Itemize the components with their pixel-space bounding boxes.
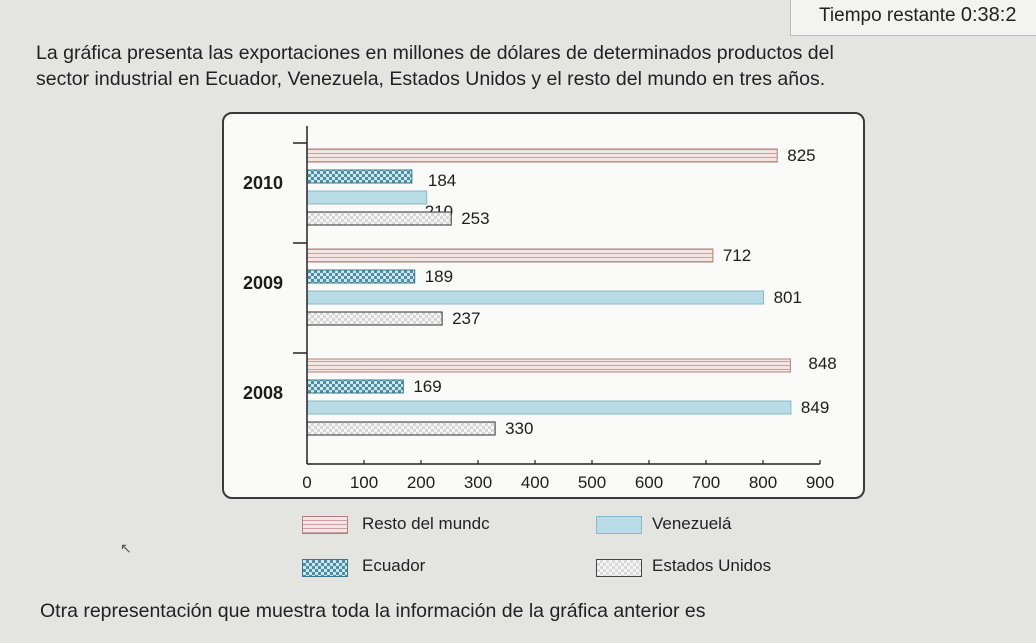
y-tick-label-2009: 2009 [243, 273, 283, 293]
x-tick-label-300: 300 [464, 473, 492, 492]
data-label-rest-2010: 825 [787, 146, 815, 165]
legend-label-rest: Resto del mundc [362, 514, 490, 533]
bar-venezuela-2009 [306, 290, 765, 305]
y-tick-label-2010: 2010 [243, 173, 283, 193]
x-tick-label-600: 600 [635, 473, 663, 492]
legend-swatch-venezuela [596, 516, 642, 534]
data-label-ecuador-2008: 169 [413, 377, 441, 396]
data-label-ecuador-2009: 189 [425, 267, 453, 286]
bar-venezuela-2010 [306, 190, 428, 205]
data-label-usa-2010: 253 [461, 209, 489, 228]
time-remaining-value: 0:38:2 [960, 4, 1017, 26]
x-tick-label-700: 700 [692, 473, 720, 492]
bar-rest-2008 [306, 358, 791, 373]
x-tick-label-0: 0 [302, 473, 311, 492]
question-text-line-1: La gráfica presenta las exportaciones en… [36, 42, 834, 64]
bar-usa-2010 [306, 211, 452, 226]
x-tick-label-500: 500 [578, 473, 606, 492]
x-tick-label-400: 400 [521, 473, 549, 492]
bar-ecuador-2010 [306, 169, 413, 184]
data-label-venezuela-2009: 801 [774, 288, 802, 307]
legend-swatch-rest [302, 516, 348, 534]
question-text-line-2: sector industrial en Ecuador, Venezuela,… [36, 68, 826, 90]
legend-label-ecuador: Ecuador [362, 556, 426, 575]
legend-swatch-ecuador [302, 559, 348, 577]
x-tick-label-900: 900 [806, 473, 834, 492]
data-label-venezuela-2008: 849 [801, 398, 829, 417]
bar-rest-2010 [306, 148, 778, 163]
legend-swatch-usa [596, 559, 642, 577]
data-label-usa-2008: 330 [505, 419, 533, 438]
data-label-rest-2008: 848 [808, 354, 836, 373]
bar-ecuador-2008 [306, 379, 404, 394]
time-remaining-label: Tiempo restante [819, 5, 956, 26]
question-prompt: Otra representación que muestra toda la … [40, 600, 706, 622]
legend-label-usa: Estados Unidos [652, 556, 772, 575]
y-tick-label-2008: 2008 [243, 383, 283, 403]
cursor-mark-icon: ↖ [120, 540, 132, 556]
bar-venezuela-2008 [306, 400, 792, 415]
data-label-usa-2009: 237 [452, 309, 480, 328]
x-tick-label-200: 200 [407, 473, 435, 492]
time-remaining-indicator: Tiempo restante 0:38:2 [790, 0, 1036, 36]
bar-chart: 8251842102532010712189801237200984816984… [243, 126, 837, 492]
data-label-ecuador-2010: 184 [428, 171, 456, 190]
x-tick-label-800: 800 [749, 473, 777, 492]
data-label-rest-2009: 712 [723, 246, 751, 265]
bar-rest-2009 [306, 248, 714, 263]
x-tick-label-100: 100 [350, 473, 378, 492]
bar-usa-2008 [306, 421, 496, 436]
bar-ecuador-2009 [306, 269, 416, 284]
bar-usa-2009 [306, 311, 443, 326]
chart-frame: 8251842102532010712189801237200984816984… [222, 112, 865, 499]
legend-label-venezuela: Venezuelá [652, 514, 732, 533]
